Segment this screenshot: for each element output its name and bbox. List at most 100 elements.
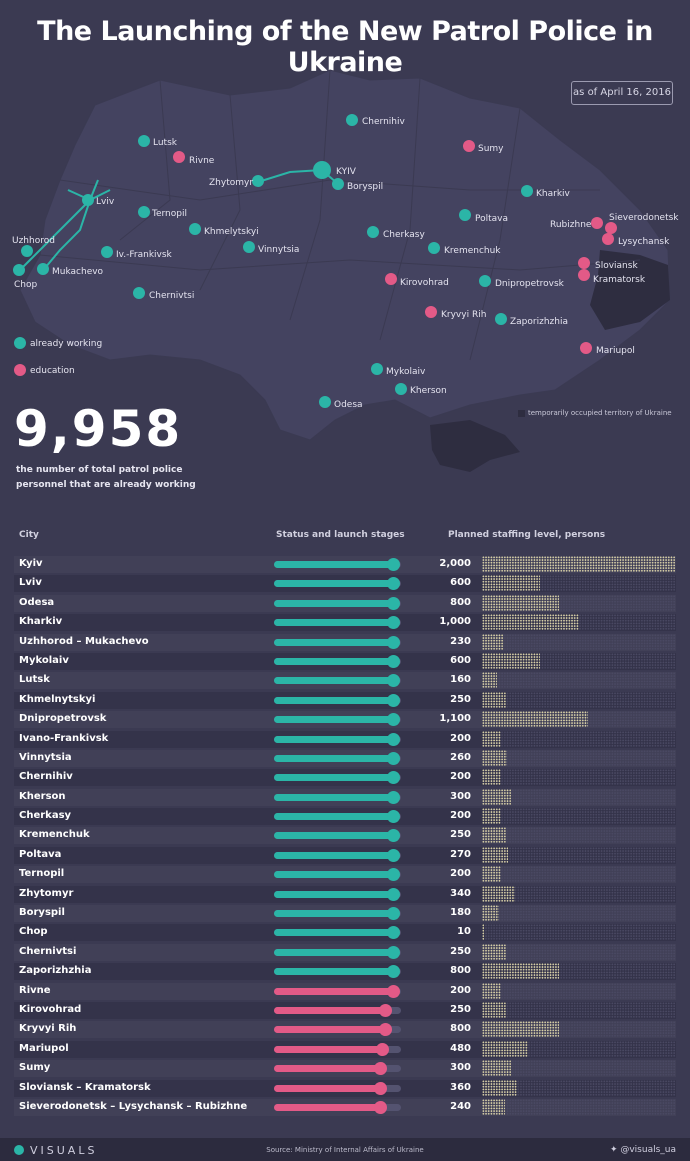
table-row: Ternopil 200 (14, 865, 690, 884)
row-planned-value: 800 (450, 596, 471, 608)
status-knob (387, 674, 400, 688)
status-fill (274, 1103, 381, 1111)
ukraine-map: KYIV Chernihiv Lutsk Rivne Sumy Zhytomyr Borys… (12, 69, 679, 472)
staffing-dots (482, 1021, 675, 1038)
status-fill (274, 657, 394, 665)
status-track (274, 713, 401, 727)
status-track (274, 1003, 401, 1017)
map-label-lviv: Lviv (96, 197, 115, 207)
map-label-cherkasy: Cherkasy (383, 230, 425, 240)
footer-logo: VISUALS (14, 1144, 97, 1157)
staffing-dots-fill (482, 1040, 528, 1057)
status-knob (387, 965, 400, 979)
city-dots (13, 114, 617, 408)
map-dot-lutsk (138, 135, 150, 147)
status-track (274, 674, 401, 688)
staffing-dots-fill (482, 749, 507, 766)
staffing-dots (482, 1001, 675, 1018)
city-labels: KYIV Chernihiv Lutsk Rivne Sumy Zhytomyr Borys… (12, 117, 679, 410)
status-track (274, 926, 401, 940)
staffing-dots-fill (482, 614, 579, 631)
map-dot-rivne (173, 151, 185, 163)
staffing-dots (482, 905, 675, 922)
row-city: Lviv (19, 577, 42, 589)
map-dot-kyiv (313, 161, 331, 179)
map-dot-kharkiv (521, 185, 533, 197)
staffing-dots (482, 1079, 675, 1096)
table-row: Zhytomyr 340 (14, 885, 690, 904)
row-planned-value: 260 (450, 751, 471, 763)
table-row: Poltava 270 (14, 846, 690, 865)
row-city: Ivano-Frankivsk (19, 732, 109, 744)
row-planned-value: 240 (450, 1100, 471, 1112)
map-dot-kherson (395, 383, 407, 395)
staffing-dots (482, 808, 675, 825)
staffing-dots (482, 943, 675, 960)
map-label-uzhhorod: Uzhhorod (12, 236, 55, 246)
map-dot-chernivtsi (133, 287, 145, 299)
map-dot-boryspil (332, 178, 344, 190)
logo-icon (14, 1145, 24, 1155)
status-track (274, 984, 401, 998)
status-track (274, 965, 401, 979)
map-label-sieverodonetsk: Sieverodonetsk (609, 213, 679, 223)
status-track (274, 732, 401, 746)
staffing-dots (482, 652, 675, 669)
table-row: Sloviansk – Kramatorsk 360 (14, 1079, 690, 1098)
map-dot-vinnytsia (243, 241, 255, 253)
status-fill (274, 968, 394, 976)
status-knob (387, 848, 400, 862)
staffing-dots-fill (482, 982, 501, 999)
map-label-kharkiv: Kharkiv (536, 189, 571, 199)
status-track (274, 596, 401, 610)
row-city: Khmelnytskyi (19, 693, 96, 705)
map-dot-khmelytskyi (189, 223, 201, 235)
staffing-dots-fill (482, 633, 504, 650)
status-fill (274, 1045, 383, 1053)
staffing-dots-fill (482, 905, 499, 922)
staffing-dots-fill (482, 885, 515, 902)
map-label-mariupol: Mariupol (596, 346, 635, 356)
map-dot-uzhhorod (21, 245, 33, 257)
map-label-boryspil: Boryspil (347, 182, 383, 192)
row-city: Ternopil (19, 868, 65, 880)
status-track (274, 616, 401, 630)
map-dot-sloviansk (578, 257, 590, 269)
status-track (274, 907, 401, 921)
staffing-dots (482, 1060, 675, 1077)
status-fill (274, 580, 394, 588)
row-city: Mykolaiv (19, 654, 69, 666)
status-knob (374, 1100, 387, 1114)
map-label-chop: Chop (14, 280, 37, 290)
map-label-kherson: Kherson (410, 386, 447, 396)
map-label-kyiv: KYIV (336, 167, 357, 177)
header-planned: Planned staffing level, persons (448, 530, 606, 540)
status-fill (274, 1065, 381, 1073)
staffing-dots-fill (482, 846, 508, 863)
staffing-dots (482, 1040, 675, 1057)
row-city: Sieverodonetsk – Lysychansk – Rubizhne (19, 1100, 248, 1112)
status-track (274, 751, 401, 765)
status-fill (274, 813, 394, 821)
status-track (274, 868, 401, 882)
map-label-rubizhne: Rubizhne (550, 220, 592, 230)
status-fill (274, 638, 394, 646)
staffing-dots (482, 885, 675, 902)
status-track (274, 558, 401, 571)
map-dot-ivfrankivsk (101, 246, 113, 258)
row-city: Kharkiv (19, 616, 63, 628)
row-planned-value: 340 (450, 887, 471, 899)
table-row: Mykolaiv 600 (14, 652, 690, 671)
staffing-dots (482, 827, 675, 844)
footer: VISUALS Source: Ministry of Internal Aff… (0, 1138, 690, 1161)
footer-source: Source: Ministry of Internal Affairs of … (266, 1146, 424, 1154)
status-knob (387, 868, 400, 882)
header-city: City (19, 530, 39, 540)
map-label-dnipropetrovsk: Dnipropetrovsk (495, 279, 565, 289)
footer-twitter[interactable]: ✦ @visuals_ua (609, 1145, 676, 1155)
staffing-dots (482, 614, 675, 631)
map-dot-mukachevo (37, 263, 49, 275)
table-row: Kryvyi Rih 800 (14, 1020, 690, 1039)
status-track (274, 1100, 401, 1114)
staffing-dots (482, 730, 675, 747)
